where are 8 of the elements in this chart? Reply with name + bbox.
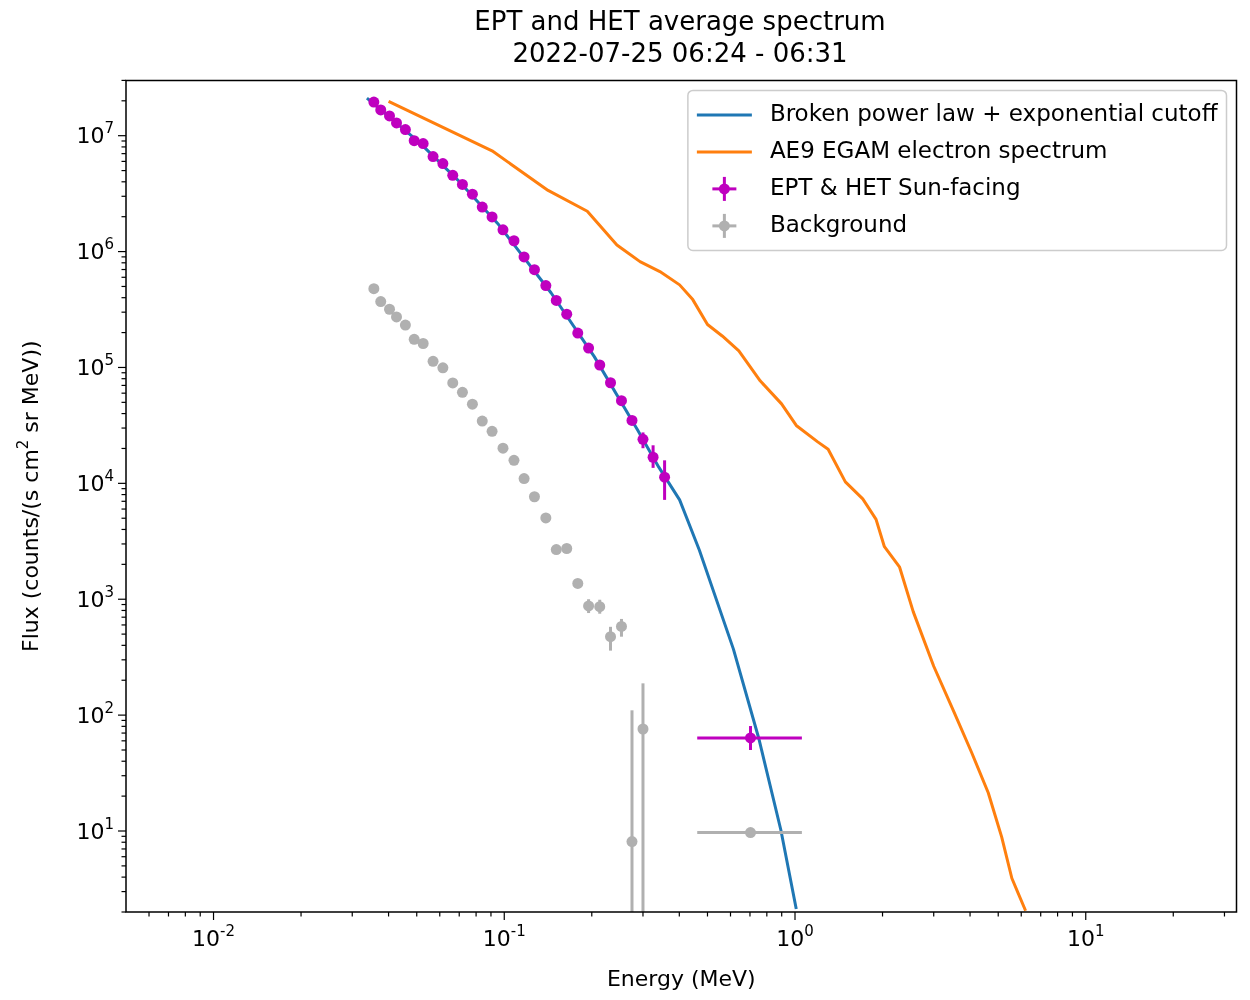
- x-axis-title: Energy (MeV): [606, 965, 756, 991]
- legend-label: AE9 EGAM electron spectrum: [769, 136, 1108, 163]
- chart-subtitle: 2022-07-25 06:24 - 06:31: [512, 37, 848, 68]
- chart-title: EPT and HET average spectrum: [474, 6, 886, 37]
- legend-label: Background: [769, 210, 908, 237]
- legend-label: Broken power law + exponential cutoff: [769, 99, 1219, 126]
- legend-label: EPT & HET Sun-facing: [769, 173, 1021, 200]
- y-axis-title: Flux (counts/(s cm2 sr MeV)): [13, 340, 43, 652]
